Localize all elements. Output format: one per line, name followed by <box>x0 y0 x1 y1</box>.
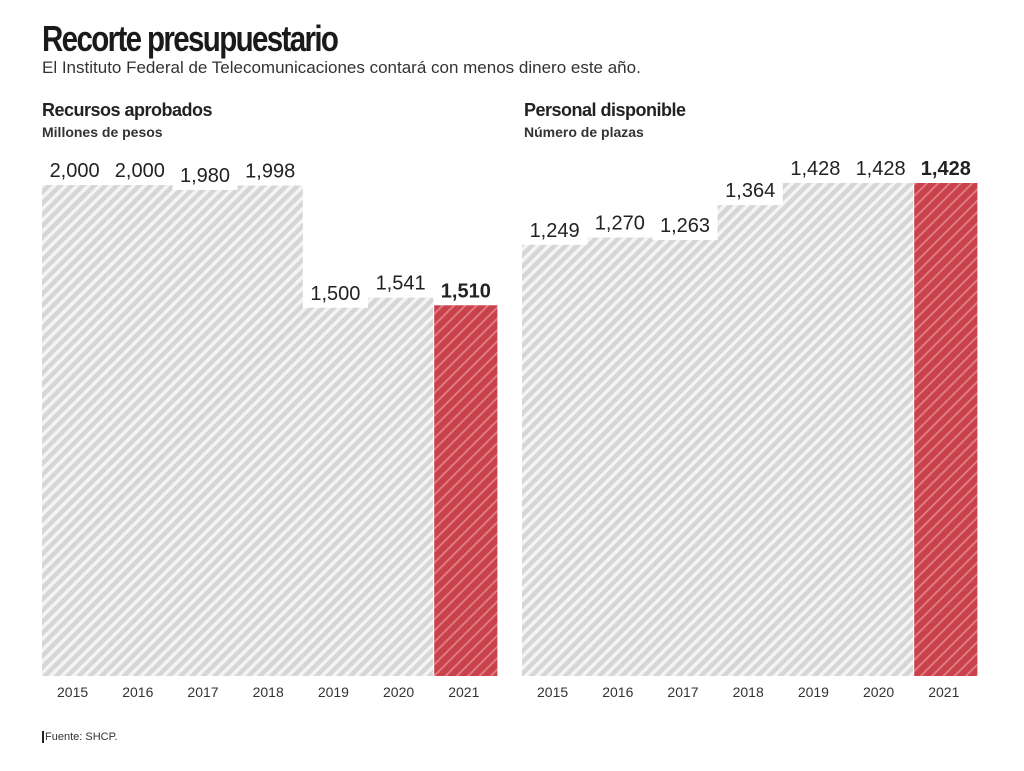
data-label-2017: 1,263 <box>660 215 710 237</box>
data-label-2021: 1,428 <box>921 158 971 180</box>
bar-2020 <box>848 183 914 676</box>
bar-2019 <box>782 183 848 676</box>
data-label-2019: 1,500 <box>310 283 360 305</box>
x-tick-label-2017: 2017 <box>187 684 218 700</box>
x-tick-label-2016: 2016 <box>122 684 153 700</box>
bar-2017 <box>172 189 238 676</box>
data-label-2015: 2,000 <box>50 160 100 182</box>
x-tick-label-2017: 2017 <box>667 684 698 700</box>
x-tick-label-2015: 2015 <box>537 684 568 700</box>
data-label-2016: 2,000 <box>115 160 165 182</box>
data-label-2015: 1,249 <box>530 220 580 242</box>
source-note: Fuente: SHCP. <box>42 731 118 743</box>
page-subtitle: El Instituto Federal de Telecomunicacion… <box>42 58 641 77</box>
data-label-2019: 1,428 <box>790 158 840 180</box>
bar-2018 <box>717 205 783 676</box>
chart-subtitle-personal: Número de plazas <box>524 124 644 140</box>
data-label-2017: 1,980 <box>180 165 230 187</box>
chart-subtitle-recursos: Millones de pesos <box>42 124 163 140</box>
x-tick-label-2018: 2018 <box>253 684 284 700</box>
x-tick-label-2021: 2021 <box>928 684 959 700</box>
bar-2018 <box>237 185 303 676</box>
x-tick-label-2015: 2015 <box>57 684 88 700</box>
bar-2021 <box>434 305 498 676</box>
bar-2019 <box>302 307 368 676</box>
x-tick-label-2020: 2020 <box>863 684 894 700</box>
chart-title-personal: Personal disponible <box>524 100 686 120</box>
x-tick-label-2021: 2021 <box>448 684 479 700</box>
data-label-2018: 1,998 <box>245 160 295 182</box>
data-label-2018: 1,364 <box>725 180 775 202</box>
data-label-2020: 1,428 <box>856 158 906 180</box>
bar-2017 <box>652 239 718 676</box>
page-title: Recorte presupuestario <box>42 18 339 59</box>
x-tick-label-2019: 2019 <box>798 684 829 700</box>
x-tick-label-2019: 2019 <box>318 684 349 700</box>
bar-2015 <box>522 244 588 677</box>
data-label-2021: 1,510 <box>441 280 491 302</box>
x-tick-label-2020: 2020 <box>383 684 414 700</box>
data-label-2020: 1,541 <box>376 273 426 295</box>
x-tick-label-2016: 2016 <box>602 684 633 700</box>
chart-title-recursos: Recursos aprobados <box>42 100 213 120</box>
bar-2016 <box>587 237 653 677</box>
bar-2015 <box>42 185 108 676</box>
x-tick-label-2018: 2018 <box>733 684 764 700</box>
data-label-2016: 1,270 <box>595 213 645 235</box>
bar-2020 <box>368 297 434 676</box>
bar-2016 <box>107 185 173 676</box>
bar-2021 <box>914 183 978 676</box>
